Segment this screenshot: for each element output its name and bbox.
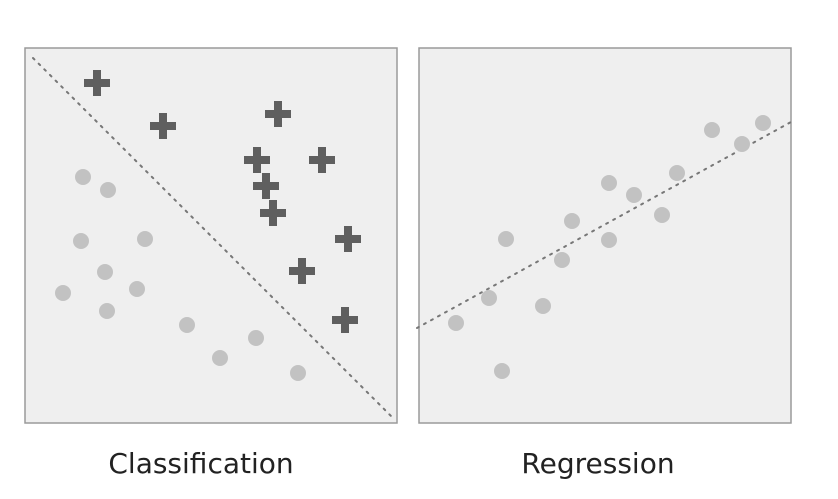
classification-panel: Classification bbox=[24, 47, 398, 480]
panel-label: Regression bbox=[521, 447, 674, 480]
circle-points bbox=[55, 169, 306, 381]
plus-points bbox=[84, 70, 361, 333]
data-points bbox=[448, 115, 771, 379]
regression-line bbox=[416, 121, 792, 329]
regression-panel: Regression bbox=[416, 47, 792, 480]
decision-boundary bbox=[32, 57, 396, 421]
panel-label: Classification bbox=[108, 447, 293, 480]
